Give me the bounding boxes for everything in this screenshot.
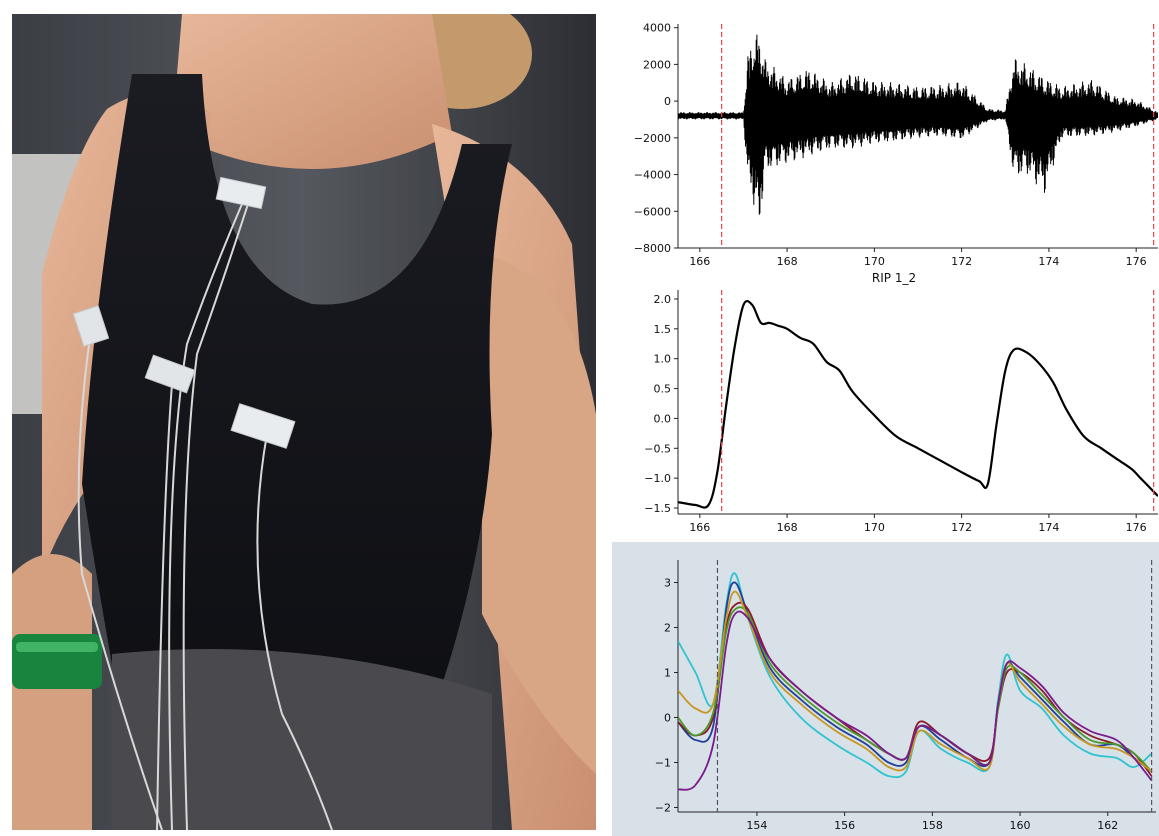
series-line-5 [678,610,1153,791]
electrode-neck [215,176,267,210]
x-tick-label: 172 [951,255,972,268]
y-tick-label: −1 [655,757,671,770]
x-tick-label: 170 [864,521,885,534]
y-tick-label: 4000 [643,22,671,35]
left-forearm [12,554,92,830]
x-tick-label: 174 [1038,521,1059,534]
y-tick-label: 0 [664,95,671,108]
y-tick-label: 0.0 [654,412,672,425]
x-tick-label: 168 [777,255,798,268]
series-line-4 [678,590,1153,773]
y-tick-label: 1 [664,667,671,680]
x-tick-label: 172 [951,521,972,534]
tank-top [82,74,512,774]
electrode-mid-chest [144,354,196,394]
y-tick-label: −6000 [634,205,671,218]
y-tick-label: 2.0 [654,293,672,306]
plot3-panel-background [612,542,1159,836]
x-tick-label: 162 [1097,819,1118,832]
rip-respiration-plot: 2.0 1.5 1.0 0.5 0.0 −0.5 −1.0 −1.5 166 168 170 172 1… [644,271,1158,534]
y-tick-label: −2000 [634,132,671,145]
subject-photo [12,14,596,830]
signal-plots: 4000 2000 0 −2000 −4000 −6000 −8000 166 168 170 17… [612,22,1159,836]
y-tick-label: −4000 [634,169,671,182]
electrode-wires [77,203,333,830]
wristband-highlight [16,642,98,652]
y-tick-label: 1.0 [654,353,672,366]
y-tick-label: 0.5 [654,383,672,396]
lap [112,649,492,830]
x-tick-label: 166 [689,521,710,534]
y-tick-label: 3 [664,577,671,590]
x-tick-label: 176 [1126,255,1147,268]
plot-area [678,299,1158,509]
y-tick-label: 2 [664,622,671,635]
x-tick-label: 174 [1038,255,1059,268]
upper-arm [482,254,596,774]
x-tick-label: 168 [777,521,798,534]
y-tick-label: −1.0 [644,472,671,485]
electrode-left-chest [72,305,110,347]
series-line-0 [678,299,1158,509]
neck [172,14,452,169]
y-tick-label: −1.5 [644,502,671,515]
x-tick-label: 156 [834,819,855,832]
plot-area [678,34,1158,215]
chart-title: RIP 1_2 [872,271,916,285]
electrode-right-chest [230,403,296,449]
multi-sensor-respiration-plot: 3 2 1 0 −1 −2 154 156 158 160 162 [655,560,1156,832]
plot-area [678,572,1153,791]
y-tick-label: −8000 [634,242,671,255]
x-tick-label: 166 [689,255,710,268]
y-tick-label: 0 [664,712,671,725]
signal-trace [678,34,1158,215]
x-tick-label: 158 [922,819,943,832]
x-tick-label: 170 [864,255,885,268]
y-tick-label: 1.5 [654,323,672,336]
y-tick-label: 2000 [643,58,671,71]
emg-signal-plot: 4000 2000 0 −2000 −4000 −6000 −8000 166 168 170 17… [634,22,1158,268]
x-tick-label: 176 [1126,521,1147,534]
y-tick-label: −0.5 [644,442,671,455]
y-tick-label: −2 [655,802,671,815]
x-tick-label: 160 [1010,819,1031,832]
x-tick-label: 154 [746,819,767,832]
